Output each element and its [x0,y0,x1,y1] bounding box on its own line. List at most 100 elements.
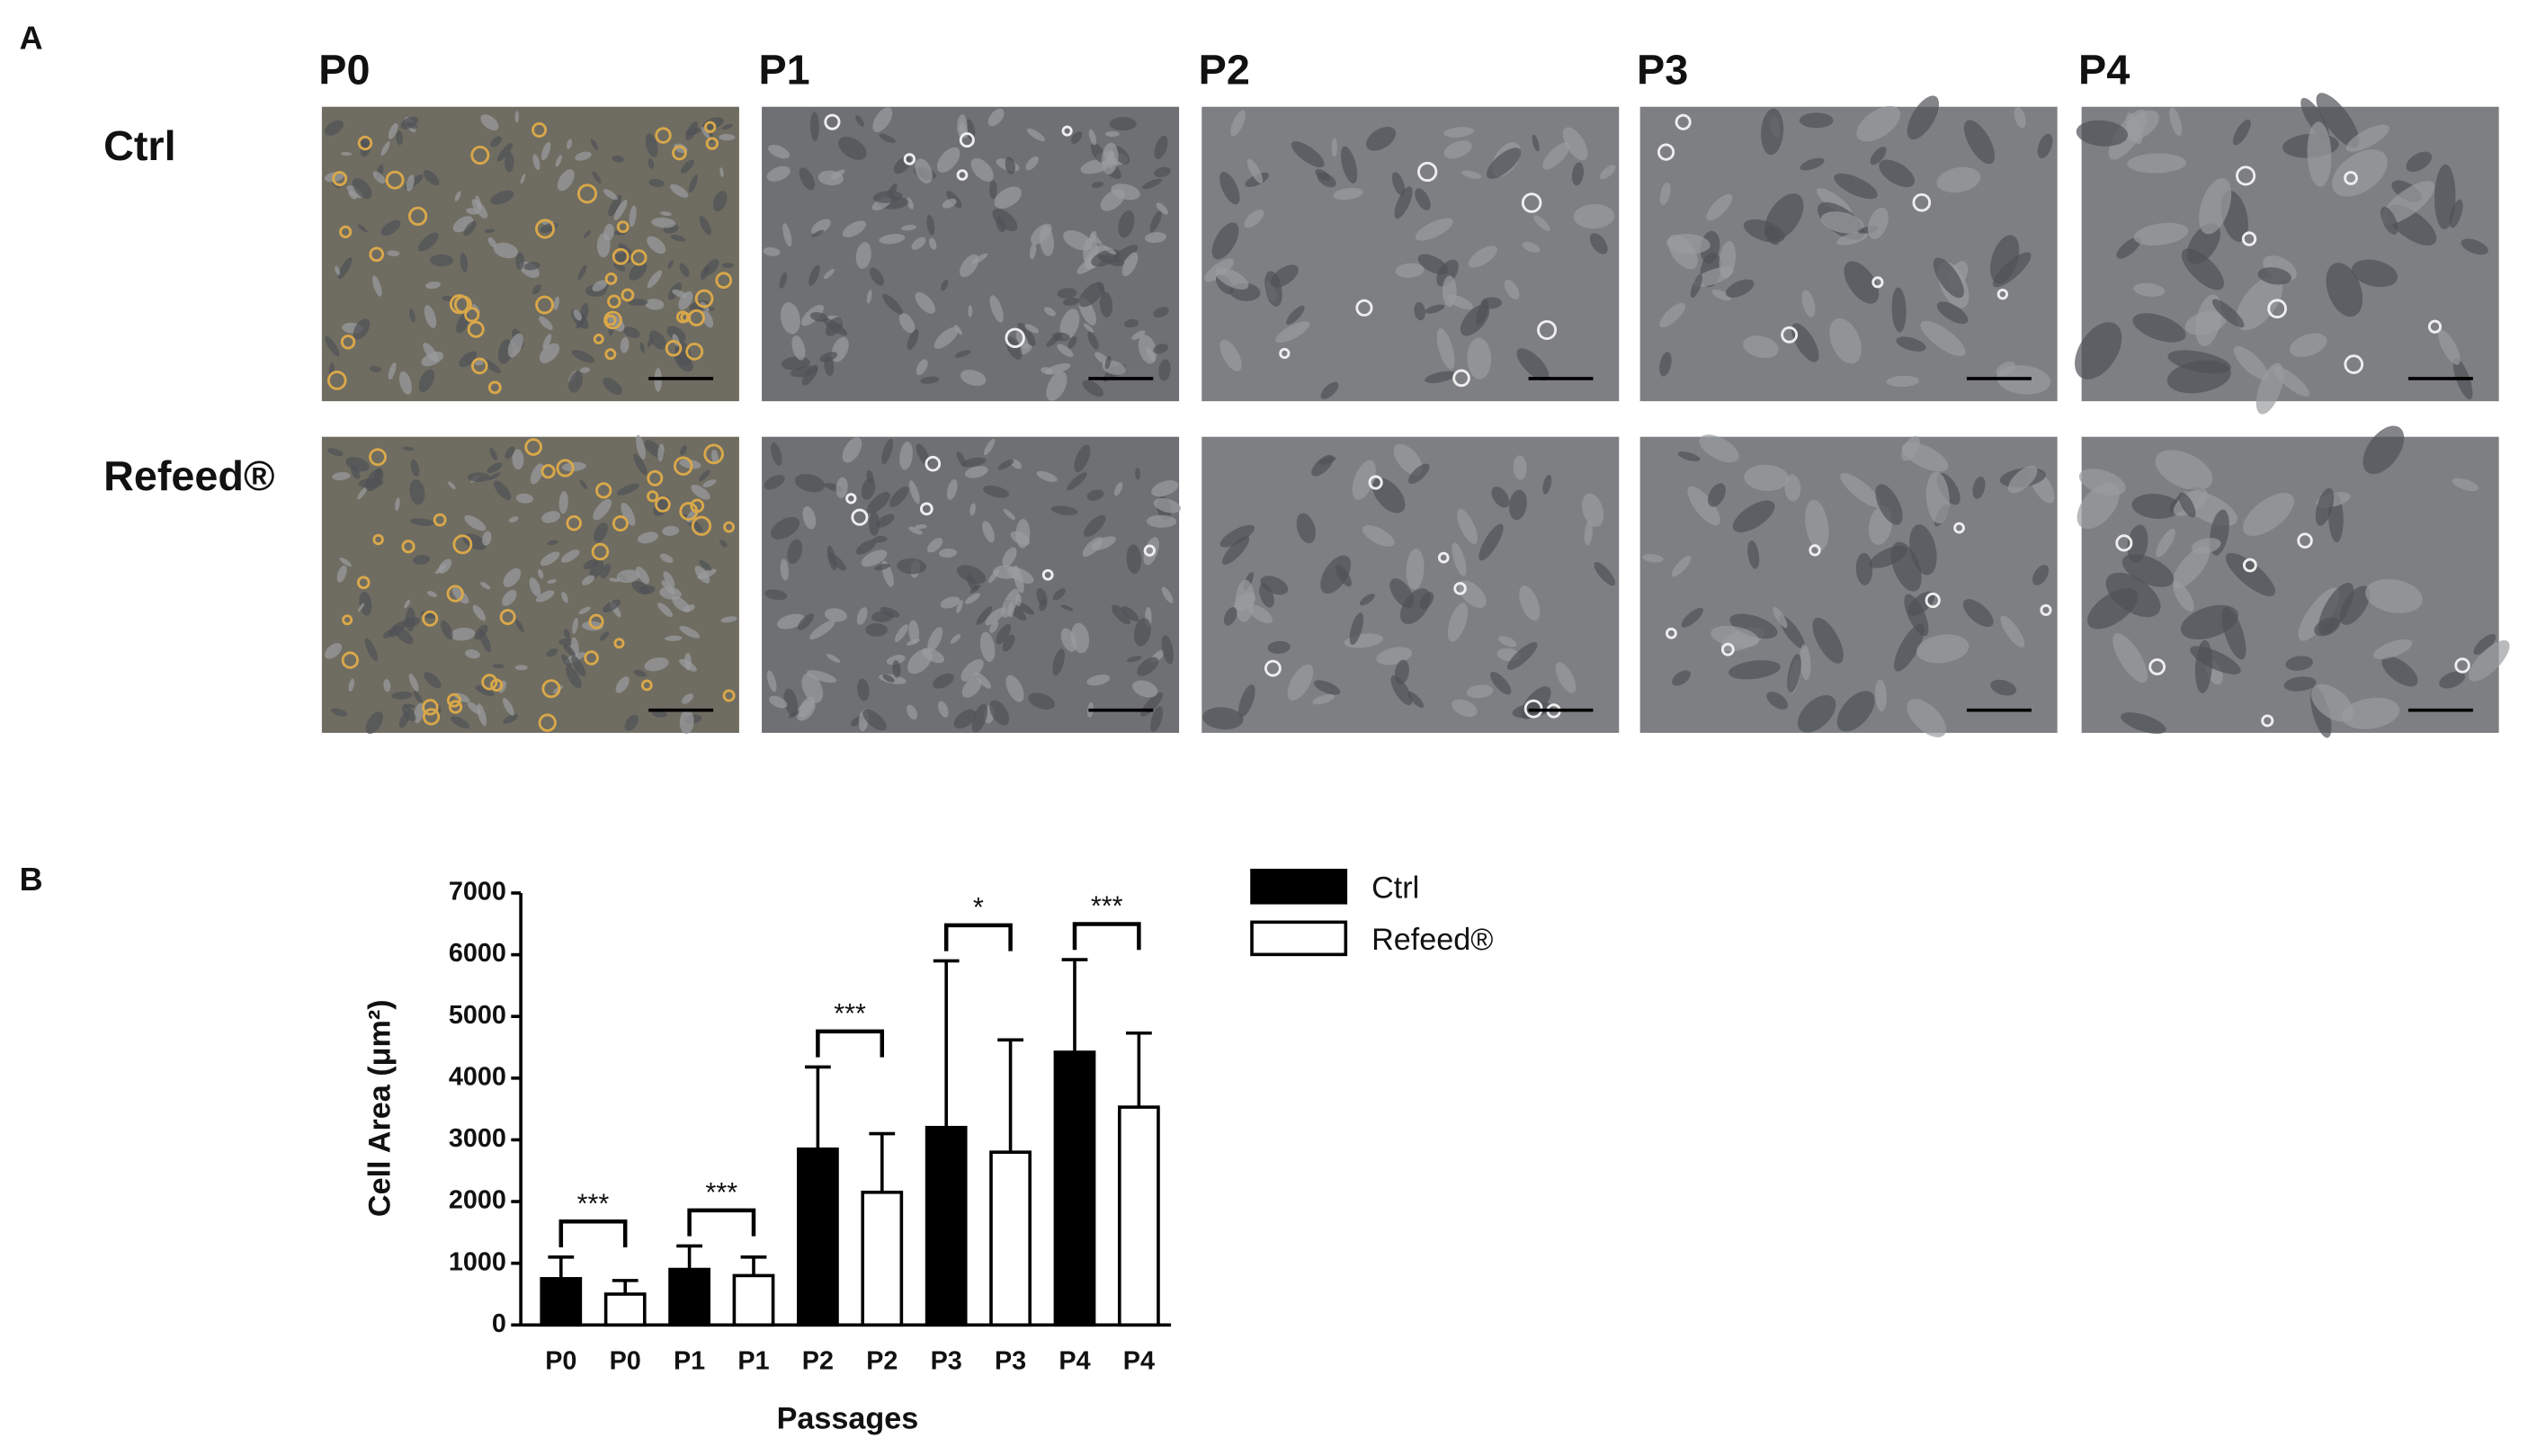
cell [2131,494,2181,519]
rounded-cell [593,334,604,344]
cell [2285,656,2313,671]
cell [1447,603,1469,642]
cell [1017,322,1036,346]
bar [603,1292,647,1327]
rounded-cell [694,289,714,308]
cell [392,625,414,645]
rounded-cell [332,171,348,187]
cell [1414,301,1425,321]
cell [555,155,563,167]
cell [660,211,672,216]
cell [621,502,636,526]
cell [482,531,492,546]
rounded-cell [604,272,618,285]
rounded-cell [448,700,463,714]
cell [561,592,568,603]
micrograph [1201,106,1620,402]
rounded-cell [2148,658,2166,675]
cell [866,469,874,484]
cell [989,295,1004,323]
cell [1573,204,1615,229]
cell [558,491,568,514]
significance-label: * [973,892,984,923]
rounded-cell [675,310,690,324]
legend-swatch [1250,920,1348,957]
cell [2076,120,2129,147]
rounded-cell [499,609,516,626]
cell [964,466,988,478]
cell [1533,215,1550,231]
rounded-cell [595,482,612,499]
cell [894,624,908,643]
cell [1725,279,1755,298]
rounded-cell [647,469,664,487]
cell [1690,274,1702,299]
cell [1154,135,1168,159]
cell [1366,126,1397,151]
cell [1489,671,1512,695]
cell [899,442,913,470]
cell [920,376,940,384]
cell [1916,634,1970,664]
cell [1594,561,1616,586]
cell [490,136,502,147]
cell [1729,613,1778,639]
rounded-cell [1521,192,1542,213]
legend-label: Refeed® [1371,923,1493,957]
cell [2122,554,2175,587]
panel-label: A [20,19,43,56]
cell [950,634,961,644]
cell [1896,336,1926,352]
cell [1028,692,1055,710]
cell [571,350,595,363]
cell [494,480,512,501]
cell [540,551,560,567]
cell [936,147,960,173]
cell [876,514,895,528]
cell [633,669,647,677]
cell [454,191,461,201]
x-tick-label: P3 [995,1346,1026,1375]
cell [926,214,935,236]
rounded-cell [903,153,916,165]
cell [489,447,497,460]
cell [1267,640,1291,654]
cell [2310,683,2354,722]
cell [1600,165,1616,179]
cell [679,263,690,278]
cell [380,141,390,156]
cell [1113,481,1123,496]
cell [566,665,582,689]
cell [700,265,710,281]
cell [1805,499,1829,551]
cell [2307,121,2332,187]
cell [1091,181,1103,188]
cell [490,190,514,205]
cell [1223,607,1237,626]
cell [572,617,578,634]
cell [1452,542,1467,576]
cell [1773,606,1788,629]
cell [766,670,777,692]
cell [683,604,695,612]
cell [2434,164,2456,230]
cell [2166,360,2231,394]
rounded-cell [1368,475,1383,490]
cell [1087,331,1099,350]
cell [799,167,815,191]
cell [1729,660,1781,680]
cell [1784,474,1801,502]
rounded-cell [630,249,648,266]
cell [1743,335,1779,359]
cell [869,512,880,536]
cell [380,219,401,237]
cell [460,253,469,272]
rounded-cell [407,206,428,227]
cell [938,701,949,718]
cell [1711,289,1731,301]
cell [496,142,514,162]
cell [1820,211,1864,234]
cell [1519,585,1541,621]
cell [465,649,480,659]
rounded-cell [372,533,384,546]
